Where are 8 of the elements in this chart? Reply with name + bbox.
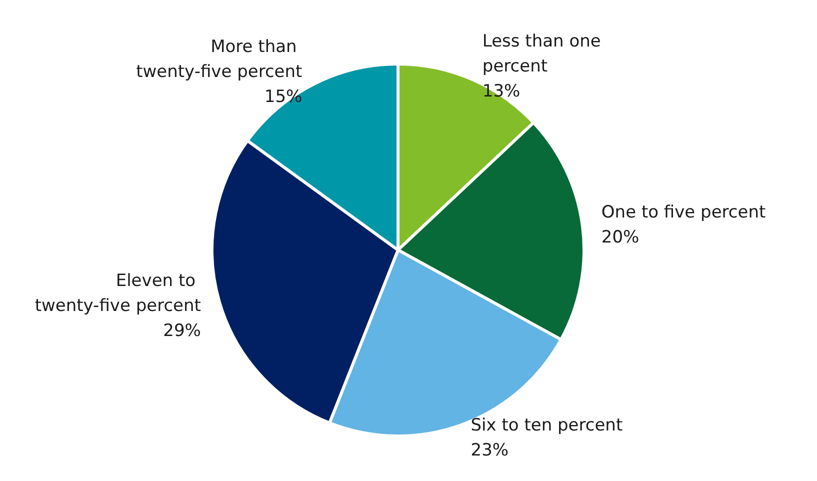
slice-label: Less than one percent: [482, 31, 606, 76]
data-label: 29%: [163, 320, 201, 341]
slice-label: Eleven to twenty-five percent: [34, 270, 202, 316]
data-label: 20%: [601, 227, 640, 248]
slice-label: Six to ten percent: [470, 416, 623, 436]
data-label: 23%: [470, 440, 509, 461]
slice-label: More than twenty-five percent: [136, 36, 303, 82]
slice-label: One to five percent: [601, 202, 766, 222]
